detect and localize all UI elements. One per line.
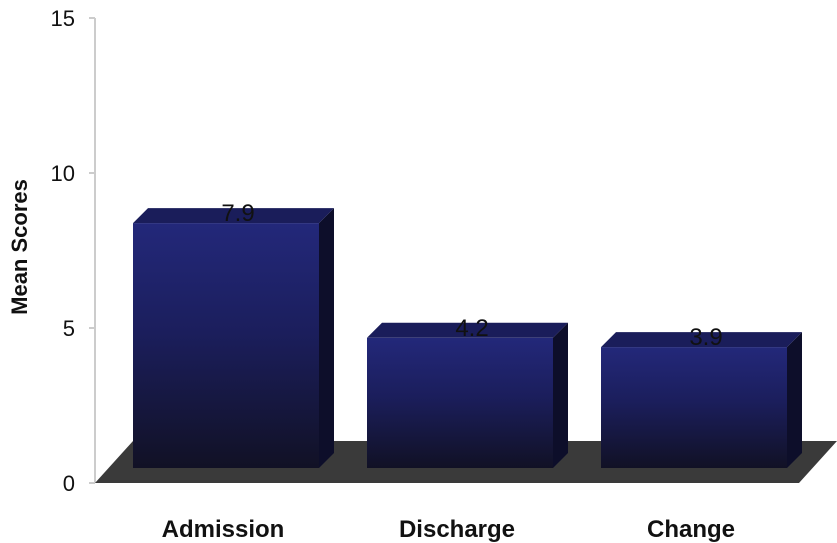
- bar-admission: [133, 208, 334, 468]
- bar-top-face: [367, 322, 568, 338]
- bar-discharge: [367, 322, 568, 468]
- y-tick-label: 15: [51, 6, 75, 31]
- bar-top-face: [133, 208, 334, 224]
- y-tick-label: 0: [63, 471, 75, 496]
- data-label: 4.2: [455, 315, 488, 342]
- bar-top-face: [601, 332, 802, 348]
- bar-front-face: [367, 337, 553, 468]
- y-axis: 0 5 10 15 Mean Scores: [7, 6, 96, 496]
- category-label: Admission: [162, 516, 285, 543]
- bar-change: [601, 332, 802, 468]
- y-tick-label: 5: [63, 316, 75, 341]
- data-label: 7.9: [221, 200, 254, 227]
- bar-side-face: [787, 332, 802, 468]
- bar-front-face: [601, 347, 787, 468]
- y-tick-label: 10: [51, 161, 75, 186]
- bar-side-face: [553, 322, 568, 468]
- y-axis-label: Mean Scores: [7, 179, 32, 315]
- category-label: Discharge: [399, 516, 515, 543]
- bar-side-face: [319, 208, 334, 468]
- bar-front-face: [133, 223, 319, 468]
- category-label: Change: [647, 516, 735, 543]
- data-label: 3.9: [689, 324, 722, 351]
